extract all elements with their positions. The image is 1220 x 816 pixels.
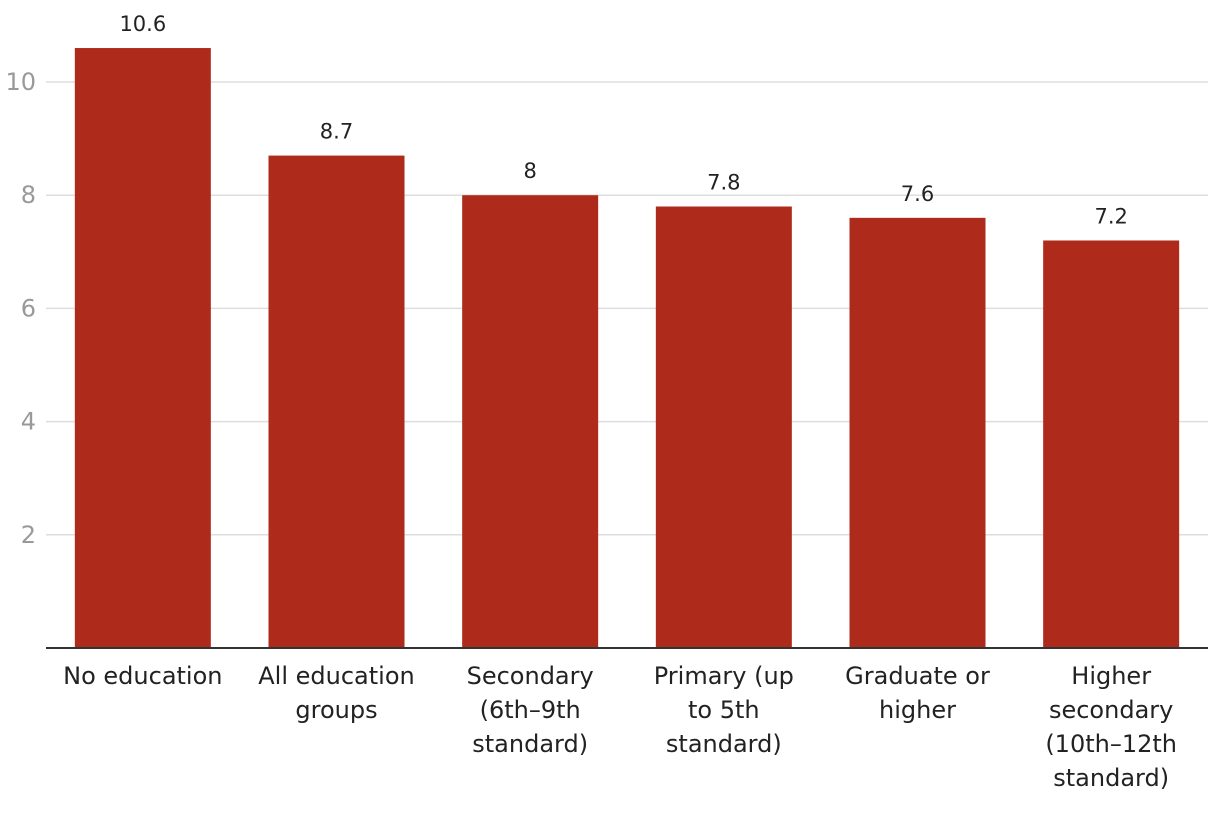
bar xyxy=(849,217,986,648)
category-label-line: standard) xyxy=(472,730,588,758)
category-label: Secondary (6th–9th standard) xyxy=(467,662,594,758)
gridlines xyxy=(46,81,1208,536)
category-label-line: groups xyxy=(295,696,377,724)
bar xyxy=(1043,240,1180,649)
category-label: Higher secondary (10th–12th standard) xyxy=(1045,662,1177,792)
category-label-line: Graduate or xyxy=(845,662,990,690)
bar xyxy=(74,48,211,649)
bars xyxy=(74,48,1180,649)
y-tick-label: 4 xyxy=(21,408,36,436)
y-tick-label: 8 xyxy=(21,181,36,209)
category-label: Graduate or higher xyxy=(845,662,990,724)
category-label-line: Primary (up xyxy=(654,662,794,690)
category-label-line: No education xyxy=(63,662,222,690)
bar-value-label: 10.6 xyxy=(119,12,166,36)
category-label-line: standard) xyxy=(1053,764,1169,792)
category-label: No education xyxy=(63,662,222,690)
bar xyxy=(655,206,792,648)
bar xyxy=(268,155,405,648)
bar-value-label: 8 xyxy=(523,159,536,183)
category-label: All education groups xyxy=(258,662,414,724)
labels: 2 4 6 8 10 10.6 No education 8.7 All education gr… xyxy=(5,12,1177,792)
bar xyxy=(462,195,599,648)
category-label-line: secondary xyxy=(1049,696,1173,724)
category-label-line: (10th–12th xyxy=(1045,730,1177,758)
bar-value-label: 7.2 xyxy=(1094,204,1127,228)
category-label: Primary (up to 5th standard) xyxy=(654,662,794,758)
category-label-line: Higher xyxy=(1071,662,1151,690)
category-label-line: Secondary xyxy=(467,662,594,690)
category-label-line: standard) xyxy=(666,730,782,758)
category-label-line: higher xyxy=(879,696,956,724)
y-tick-label: 10 xyxy=(5,68,36,96)
bar-value-label: 8.7 xyxy=(320,120,353,144)
category-label-line: to 5th xyxy=(688,696,760,724)
category-label-line: All education xyxy=(258,662,414,690)
y-tick-label: 6 xyxy=(21,294,36,322)
bar-value-label: 7.8 xyxy=(707,171,740,195)
y-tick-label: 2 xyxy=(21,521,36,549)
category-label-line: (6th–9th xyxy=(480,696,581,724)
bar-value-label: 7.6 xyxy=(901,182,934,206)
